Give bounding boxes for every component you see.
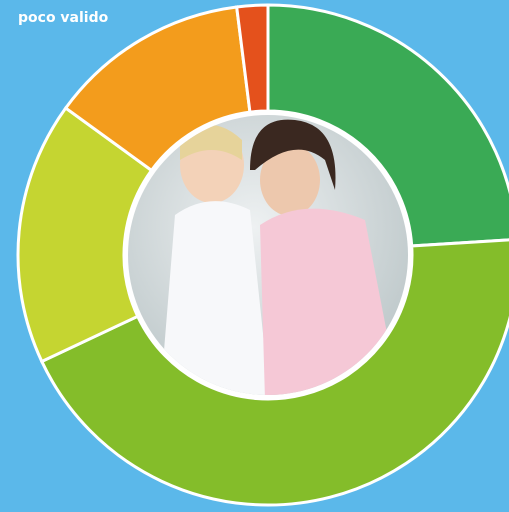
- category-label: poco valido: [18, 10, 109, 26]
- page: {"chart_data": {"type": "donut", "catego…: [0, 0, 509, 512]
- chart: poco valido: [0, 0, 509, 512]
- center-photo: [124, 111, 412, 400]
